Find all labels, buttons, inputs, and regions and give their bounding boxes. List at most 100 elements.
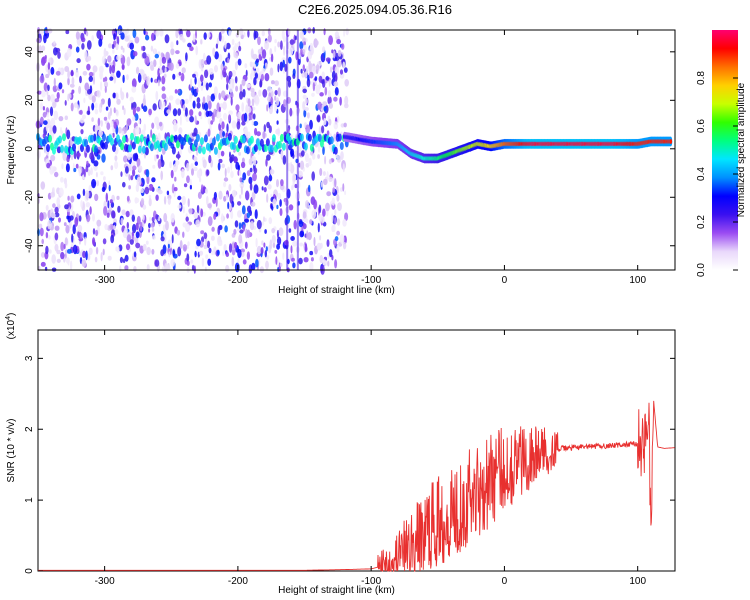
noise-speck: [46, 118, 51, 128]
noise-speck: [106, 122, 111, 130]
noise-speck: [45, 64, 49, 73]
noise-speck: [92, 228, 96, 235]
noise-speck: [95, 171, 98, 178]
noise-speck: [161, 266, 165, 272]
band-speck: [199, 137, 204, 146]
noise-speck: [175, 50, 180, 55]
noise-speck: [110, 234, 115, 244]
noise-speck: [82, 114, 86, 120]
noise-speck: [275, 128, 280, 135]
noise-speck: [194, 76, 197, 85]
noise-speck: [238, 28, 244, 36]
noise-speck: [146, 264, 150, 271]
noise-speck: [344, 212, 349, 221]
noise-speck: [113, 121, 117, 129]
noise-speck: [228, 110, 234, 115]
noise-speck: [215, 197, 218, 208]
noise-speck: [300, 48, 303, 56]
x-tick-label: 100: [629, 275, 646, 286]
noise-speck: [122, 230, 128, 239]
noise-speck: [81, 259, 87, 267]
noise-speck: [123, 155, 128, 163]
noise-speck: [142, 214, 145, 221]
noise-speck: [88, 75, 94, 82]
noise-speck: [157, 79, 160, 87]
noise-speck: [228, 70, 233, 78]
band-speck: [317, 134, 322, 142]
noise-speck: [120, 54, 123, 58]
noise-speck: [163, 107, 169, 117]
noise-speck: [113, 224, 116, 231]
noise-speck: [224, 168, 227, 178]
band-speck: [241, 135, 246, 144]
noise-speck: [182, 104, 186, 112]
noise-speck: [164, 67, 167, 74]
noise-speck: [153, 59, 157, 67]
noise-speck: [56, 197, 60, 207]
noise-speck: [170, 48, 175, 56]
noise-speck: [121, 130, 125, 136]
noise-speck: [159, 56, 162, 67]
noise-speck: [249, 182, 253, 191]
noise-speck: [169, 161, 173, 169]
noise-speck: [238, 170, 242, 176]
noise-speck: [288, 228, 292, 233]
noise-speck: [267, 34, 272, 43]
band-speck: [271, 134, 276, 143]
band-speck: [44, 136, 48, 144]
noise-speck: [239, 83, 243, 94]
noise-speck: [318, 82, 321, 90]
noise-speck: [51, 254, 56, 264]
noise-speck: [316, 114, 321, 123]
noise-speck: [76, 193, 81, 200]
noise-speck: [211, 235, 215, 241]
noise-speck: [182, 231, 185, 238]
noise-speck: [94, 256, 98, 263]
noise-speck: [334, 178, 337, 188]
noise-speck: [272, 242, 276, 248]
noise-speck: [335, 72, 338, 83]
noise-speck: [265, 260, 269, 270]
noise-speck: [298, 146, 302, 153]
noise-speck: [226, 213, 230, 219]
noise-speck: [125, 166, 129, 174]
band-speck: [197, 145, 202, 154]
noise-speck: [86, 192, 89, 201]
noise-speck: [41, 238, 44, 245]
band-speck: [112, 144, 116, 153]
noise-speck: [104, 50, 109, 56]
noise-speck: [156, 149, 159, 154]
chart-title: C2E6.2025.094.05.36.R16: [298, 2, 452, 17]
noise-speck: [288, 56, 292, 64]
noise-speck: [189, 184, 192, 190]
noise-speck: [234, 220, 239, 228]
noise-speck: [134, 36, 140, 44]
noise-speck: [311, 92, 315, 97]
band-speck: [231, 142, 236, 151]
noise-speck: [217, 162, 221, 171]
noise-speck: [50, 212, 56, 219]
noise-speck: [270, 96, 274, 105]
noise-speck: [242, 88, 246, 98]
noise-speck: [168, 95, 174, 101]
noise-speck: [257, 36, 261, 46]
noise-speck: [197, 191, 202, 199]
noise-speck: [207, 100, 212, 110]
noise-speck: [251, 120, 254, 126]
noise-speck: [129, 239, 134, 245]
noise-speck: [229, 202, 232, 211]
noise-speck: [227, 57, 230, 64]
noise-speck: [180, 99, 183, 106]
noise-speck: [311, 65, 317, 75]
noise-speck: [182, 244, 188, 252]
noise-speck: [165, 51, 170, 61]
noise-speck: [148, 222, 151, 229]
noise-speck: [266, 154, 271, 161]
noise-speck: [48, 249, 52, 254]
noise-speck: [156, 75, 161, 83]
noise-speck: [181, 195, 186, 206]
noise-speck: [299, 123, 302, 129]
noise-speck: [179, 33, 184, 41]
noise-speck: [223, 112, 228, 121]
noise-speck: [151, 248, 155, 255]
